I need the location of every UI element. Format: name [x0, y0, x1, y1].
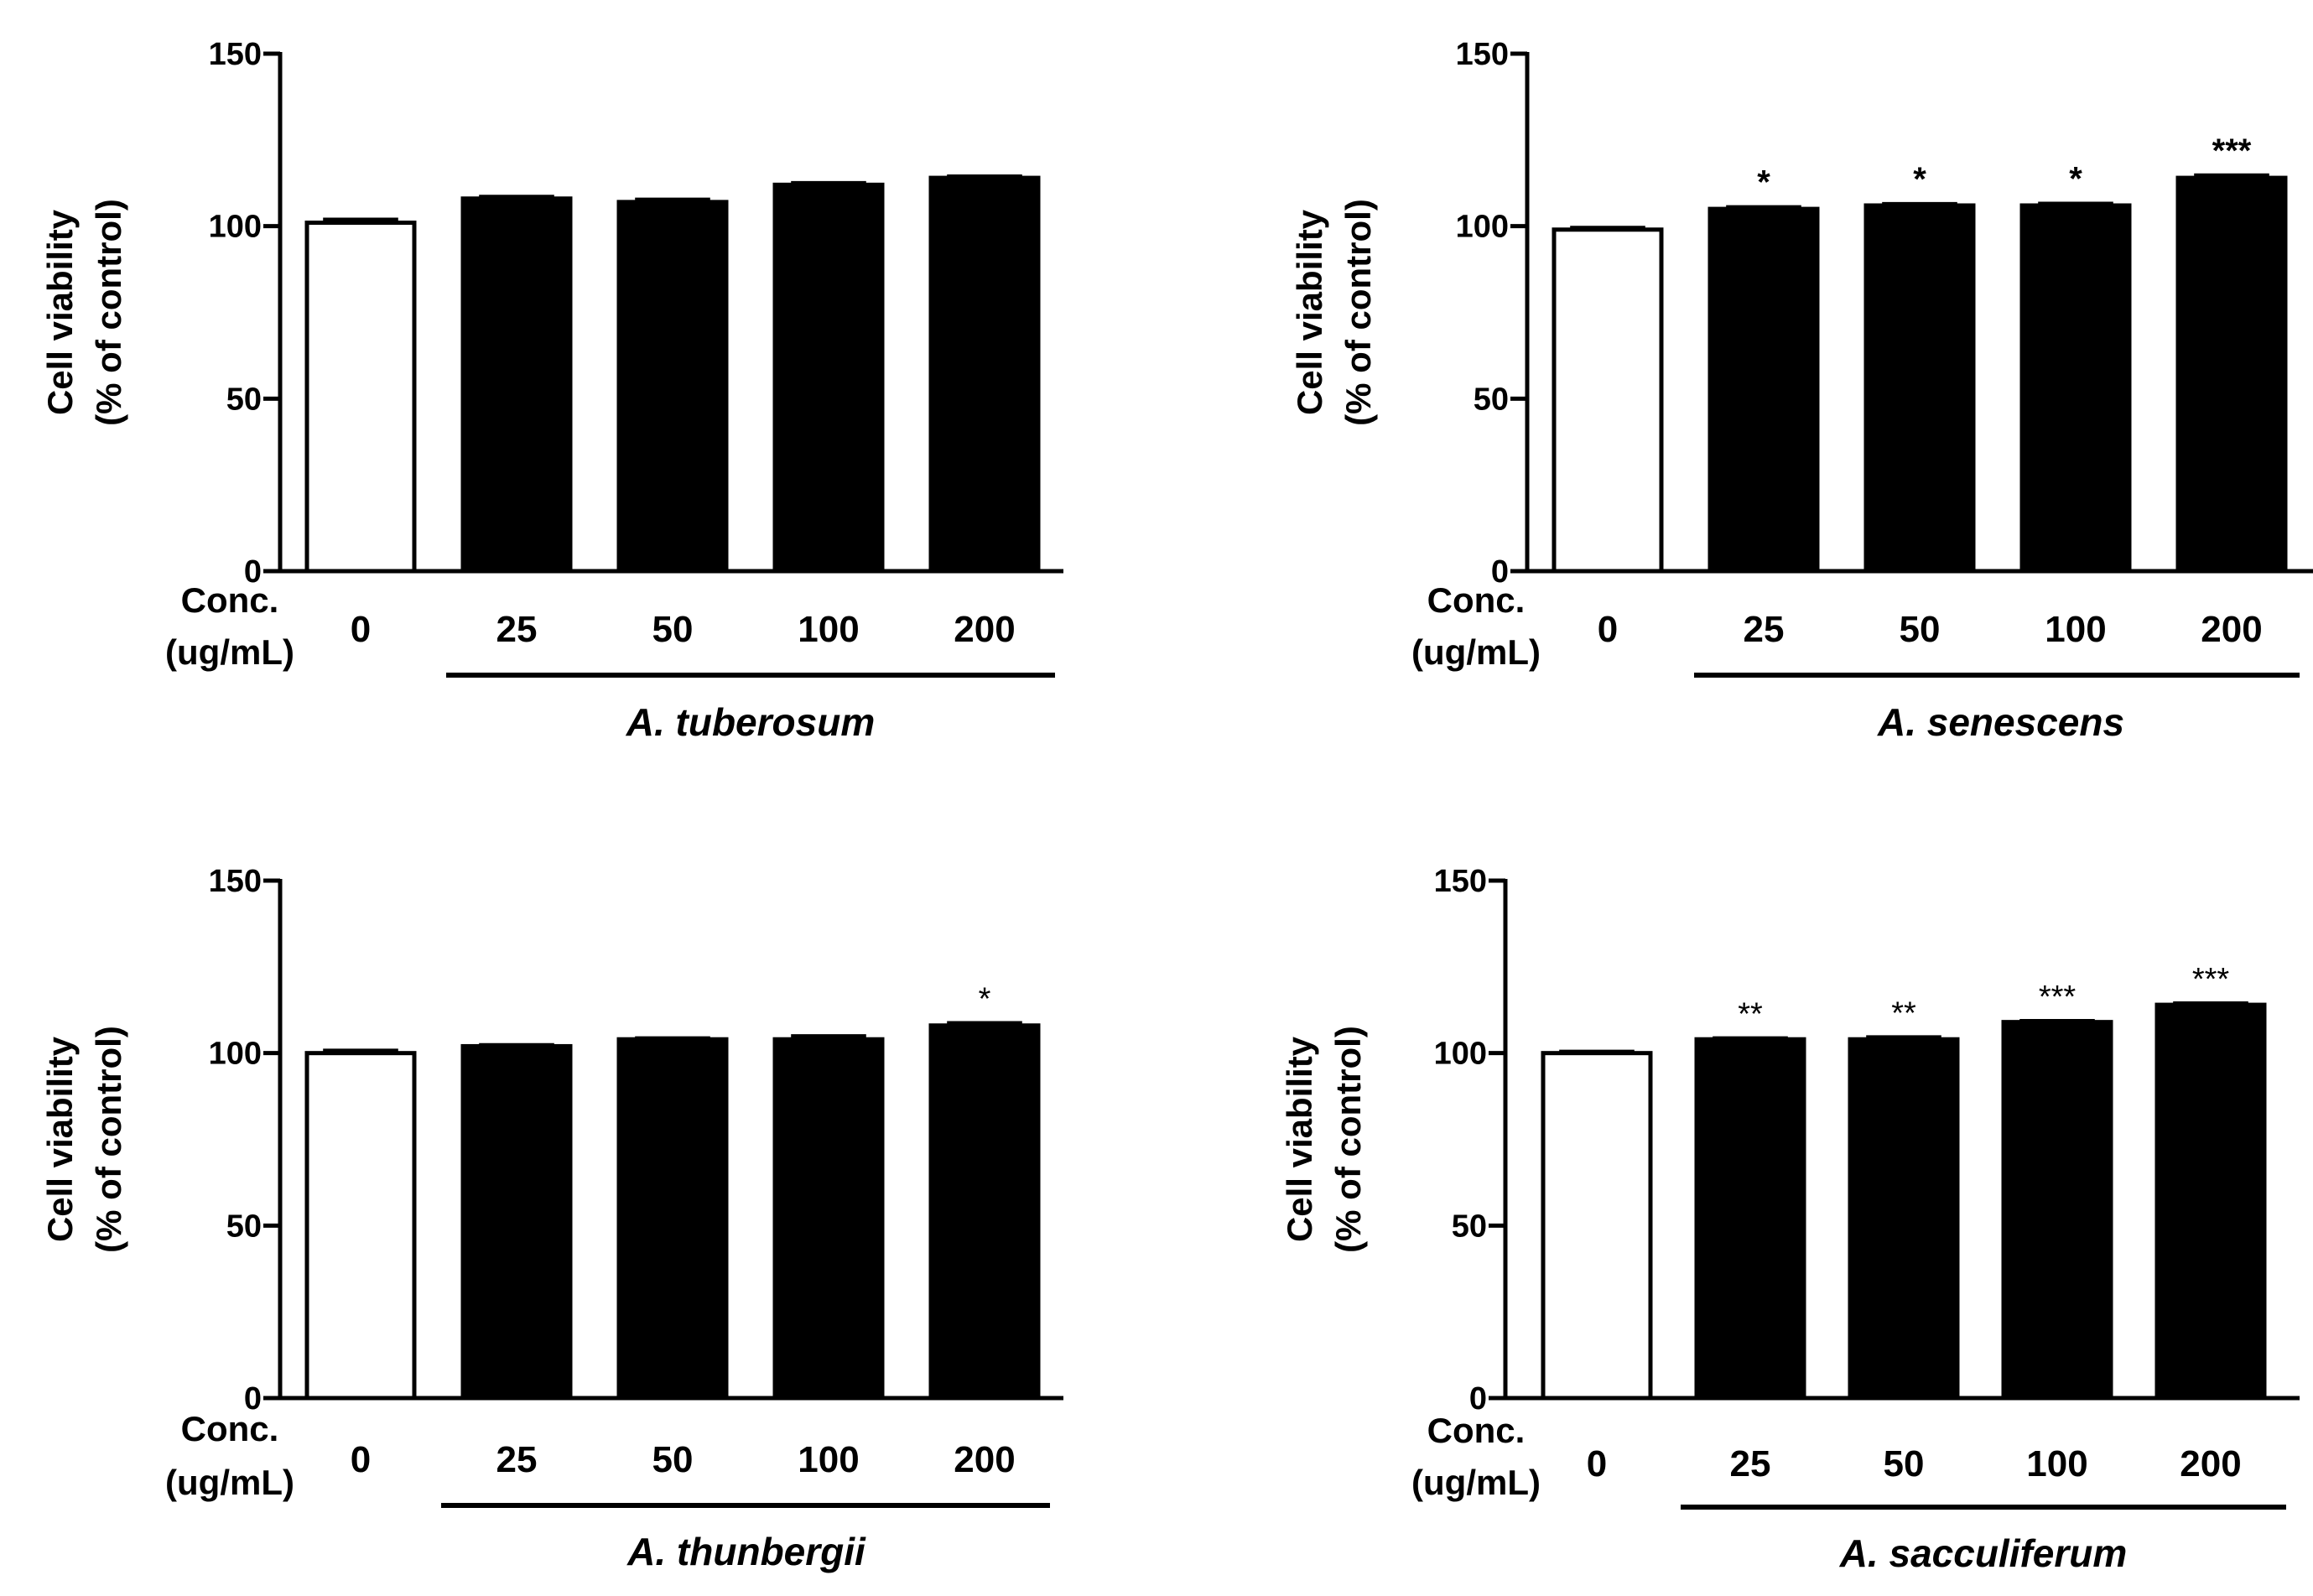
- bar-25: [460, 196, 573, 574]
- bar-200: [928, 1023, 1041, 1401]
- y-axis-label-line-2: (% of control): [89, 199, 128, 426]
- y-axis-label: Cell viability (% of control): [1290, 199, 1378, 426]
- significance-mark: *: [979, 981, 991, 1016]
- x-tick-label: 200: [954, 1439, 1015, 1480]
- x-tick-label: 100: [798, 1439, 859, 1480]
- y-axis-label: Cell viability (% of control): [40, 1026, 128, 1253]
- bar-100: [2019, 203, 2132, 574]
- y-axis-label-line-1: Cell viability: [40, 209, 80, 415]
- species-label: A. tuberosum: [626, 700, 875, 744]
- bar-25: [1707, 206, 1820, 574]
- bar-0: [304, 221, 417, 574]
- y-tick-label: 50: [1474, 382, 1509, 417]
- y-tick-label: 0: [1469, 1381, 1487, 1417]
- bar-25: [460, 1043, 573, 1401]
- y-tick-label: 100: [1434, 1037, 1487, 1072]
- bar-200: [928, 175, 1041, 574]
- x-tick-label: 25: [1744, 609, 1785, 650]
- y-tick-label: 100: [209, 1037, 262, 1072]
- y-tick-label: 0: [244, 1381, 262, 1417]
- y-axis-label-line-2: (% of control): [1338, 199, 1378, 426]
- x-tick-label: 200: [954, 609, 1015, 650]
- x-tick-label: 25: [1730, 1443, 1771, 1484]
- conc-label: Conc.: [181, 1409, 279, 1448]
- bar-100: [772, 1037, 885, 1401]
- chart-panel-1: 0 50 100 150 Cell viability (% of control) 0 25…: [40, 37, 1063, 744]
- conc-unit-label: (ug/mL): [165, 632, 294, 672]
- species-label: A. senescens: [1877, 700, 2124, 744]
- y-tick-label: 100: [1456, 210, 1509, 245]
- species-label: A. thunbergii: [626, 1530, 866, 1573]
- bar-50: [616, 200, 729, 574]
- chart-panel-2: 0 50 100 150 Cell viability (% of control) 0 25…: [1290, 37, 2313, 744]
- x-tick-label: 50: [1900, 609, 1941, 650]
- y-tick-label: 150: [209, 37, 262, 72]
- bar-0: [1541, 1051, 1653, 1401]
- conc-label: Conc.: [1427, 1411, 1526, 1450]
- significance-mark: **: [1738, 997, 1763, 1032]
- conc-unit-label: (ug/mL): [1411, 1463, 1541, 1502]
- y-axis-label: Cell viability (% of control): [1280, 1026, 1368, 1253]
- x-tick-label: 50: [652, 1439, 694, 1480]
- x-tick-label: 0: [351, 1439, 371, 1480]
- y-axis-label-line-1: Cell viability: [1280, 1036, 1319, 1242]
- bar-100: [2001, 1020, 2113, 1401]
- y-tick-label: 50: [226, 382, 262, 417]
- bar-0: [304, 1051, 417, 1401]
- y-tick-label: 50: [226, 1209, 262, 1244]
- y-axis-label: Cell viability (% of control): [40, 199, 128, 426]
- x-tick-label: 100: [2045, 609, 2106, 650]
- conc-label: Conc.: [181, 580, 279, 620]
- x-tick-label: 100: [2026, 1443, 2087, 1484]
- bar-100: [772, 182, 885, 574]
- bar-25: [1694, 1037, 1806, 1401]
- y-tick-label: 150: [1434, 864, 1487, 899]
- bar-0: [1552, 227, 1664, 574]
- y-tick-label: 50: [1452, 1209, 1487, 1244]
- x-tick-label: 50: [652, 609, 694, 650]
- x-tick-label: 0: [1598, 609, 1618, 650]
- bar-50: [1863, 203, 1976, 574]
- x-tick-label: 0: [351, 609, 371, 650]
- bar-200: [2175, 175, 2288, 574]
- y-tick-label: 0: [244, 554, 262, 590]
- significance-mark: *: [1913, 161, 1926, 198]
- chart-panel-4: 0 50 100 150 Cell viability (% of control) 0 25…: [1280, 864, 2300, 1575]
- bar-50: [616, 1037, 729, 1401]
- bar-200: [2154, 1002, 2267, 1401]
- y-axis-label-line-2: (% of control): [89, 1026, 128, 1253]
- x-tick-label: 25: [496, 1439, 538, 1480]
- significance-mark: *: [2069, 161, 2082, 198]
- bar-50: [1848, 1037, 1960, 1401]
- y-axis-label-line-2: (% of control): [1328, 1026, 1368, 1253]
- conc-unit-label: (ug/mL): [1411, 632, 1541, 672]
- y-tick-label: 0: [1491, 554, 1509, 590]
- significance-mark: ***: [2212, 133, 2252, 169]
- significance-mark: **: [1891, 996, 1916, 1031]
- y-tick-label: 100: [209, 210, 262, 245]
- species-label: A. sacculiferum: [1839, 1531, 2128, 1575]
- conc-label: Conc.: [1427, 580, 1526, 620]
- x-tick-label: 200: [2201, 609, 2262, 650]
- x-tick-label: 25: [496, 609, 538, 650]
- x-tick-label: 100: [798, 609, 859, 650]
- significance-mark: ***: [2192, 962, 2230, 997]
- x-tick-label: 50: [1884, 1443, 1925, 1484]
- x-tick-label: 0: [1587, 1443, 1607, 1484]
- y-tick-label: 150: [1456, 37, 1509, 72]
- significance-mark: ***: [2039, 980, 2077, 1015]
- chart-panel-3: 0 50 100 150 Cell viability (% of control) 0 25…: [40, 864, 1063, 1573]
- conc-unit-label: (ug/mL): [165, 1463, 294, 1502]
- x-tick-label: 200: [2180, 1443, 2241, 1484]
- y-tick-label: 150: [209, 864, 262, 899]
- y-axis-label-line-1: Cell viability: [1290, 209, 1329, 415]
- significance-mark: *: [1757, 164, 1770, 201]
- y-axis-label-line-1: Cell viability: [40, 1036, 80, 1242]
